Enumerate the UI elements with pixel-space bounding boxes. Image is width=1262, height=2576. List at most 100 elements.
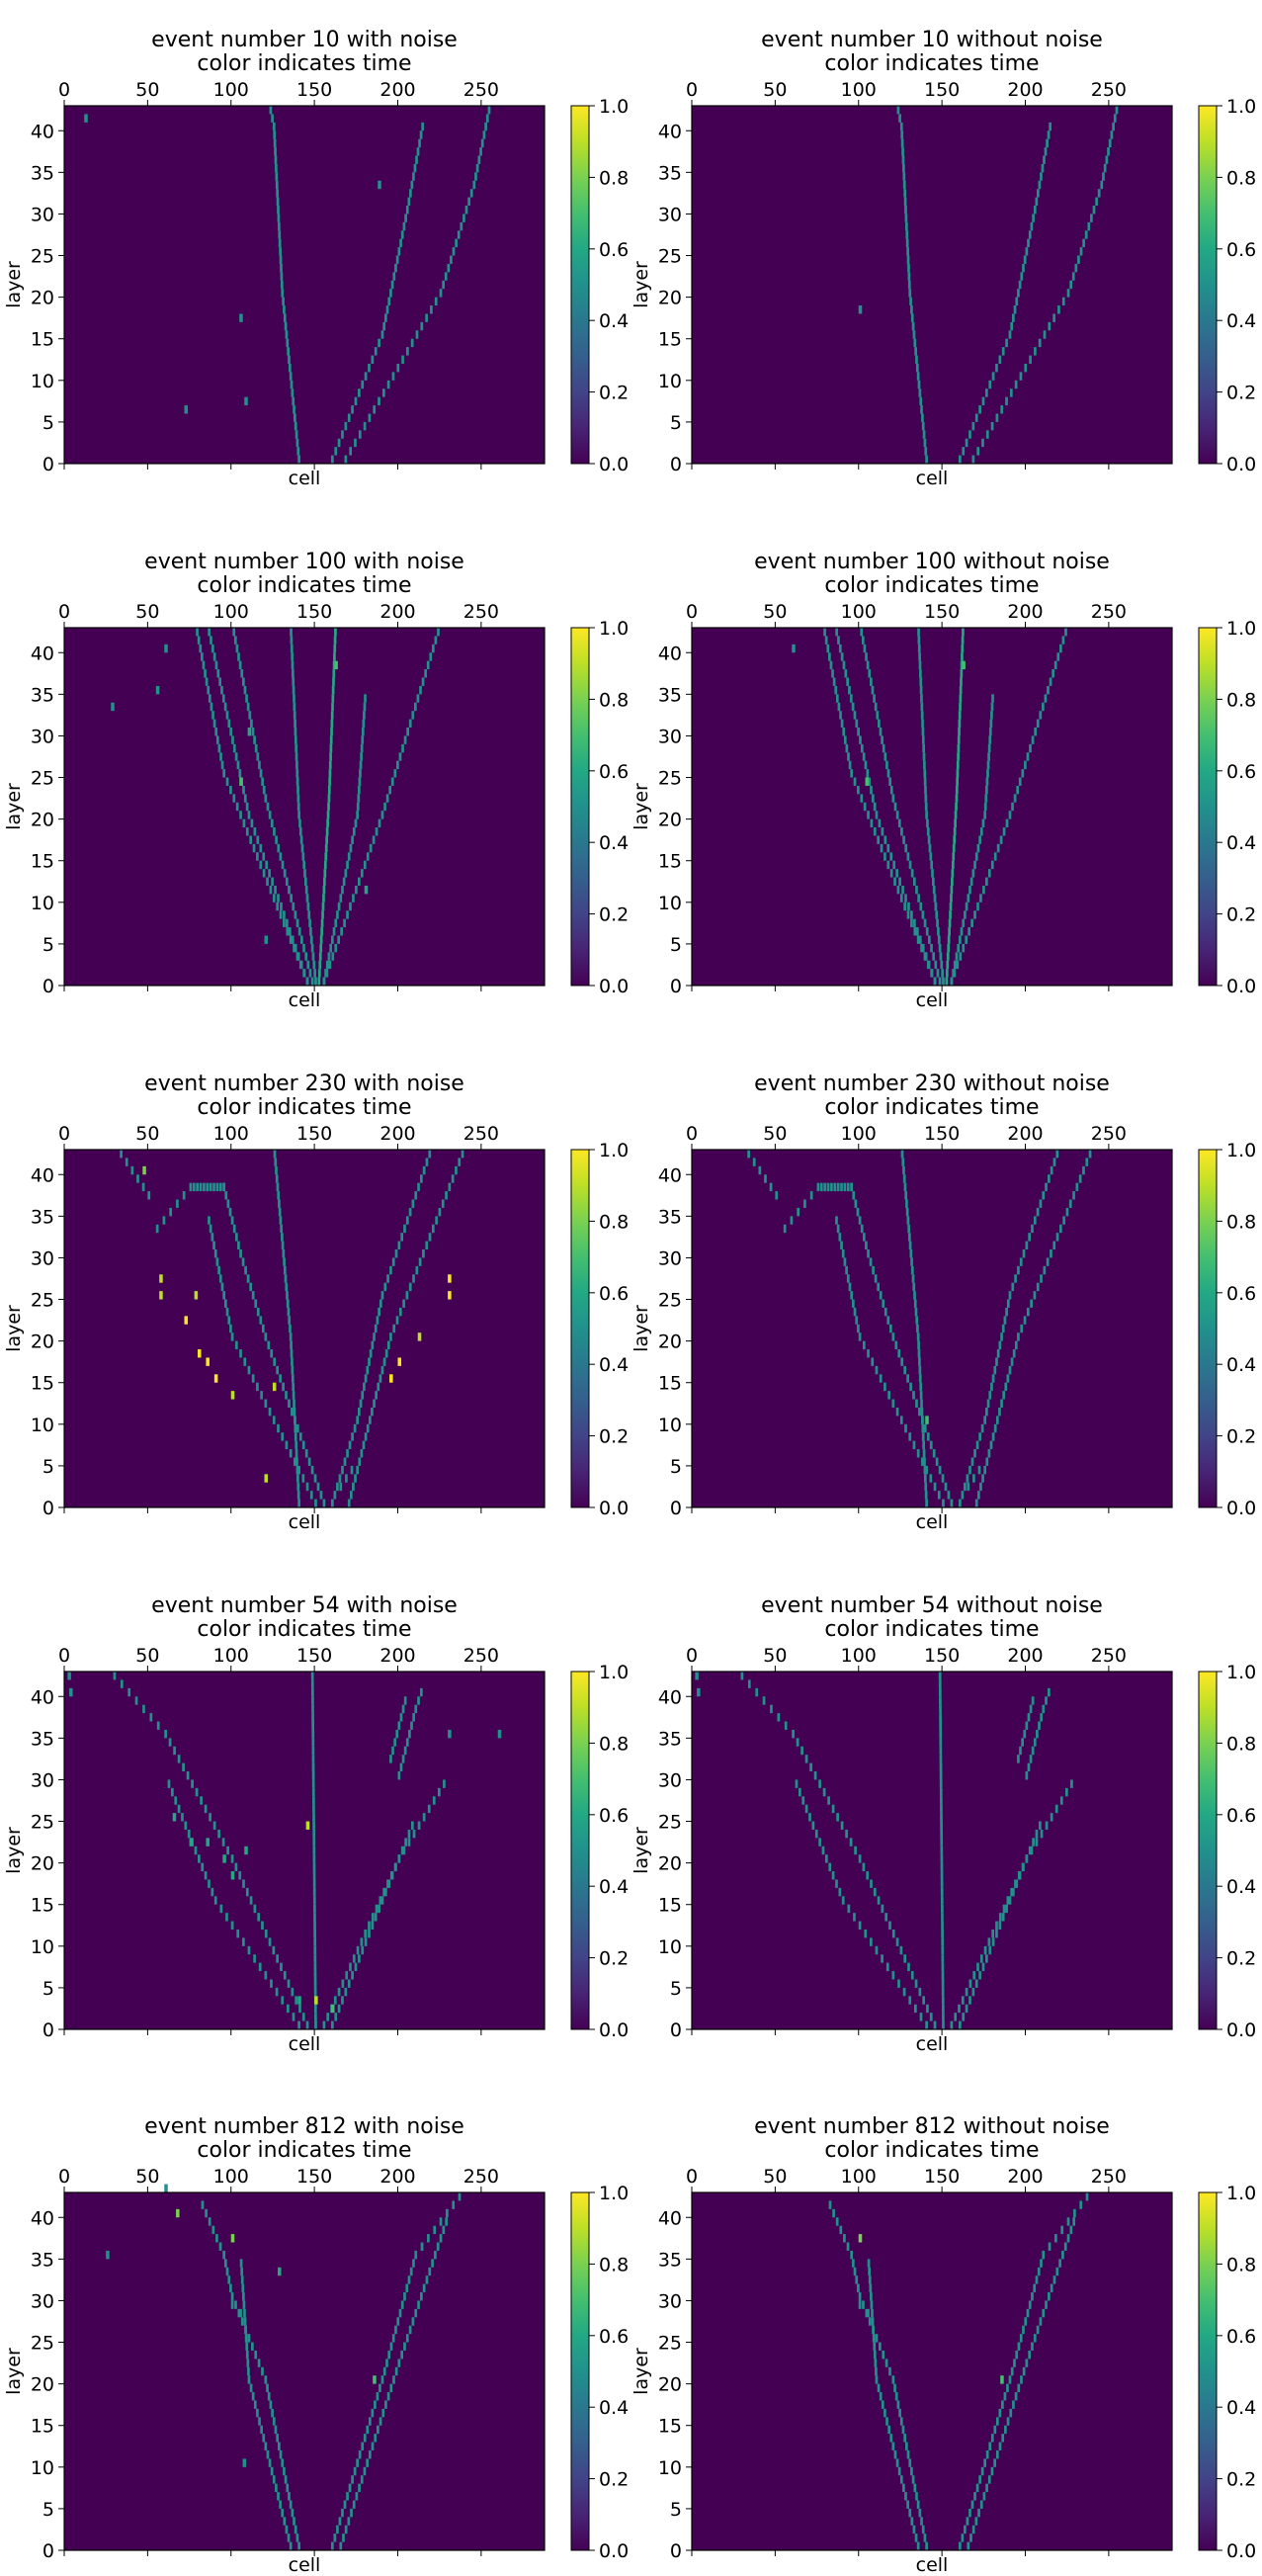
heatmap-cell (939, 1762, 943, 1772)
heatmap-cell (976, 1962, 979, 1972)
heatmap-cell (1115, 106, 1119, 115)
heatmap-cell (349, 1962, 352, 1972)
heatmap-cell (914, 347, 917, 356)
heatmap-cell (343, 2500, 347, 2509)
heatmap-cell (1082, 238, 1085, 248)
y-tick-label: 20 (31, 2374, 54, 2396)
heatmap-cell (314, 1499, 317, 1507)
heatmap-cell (282, 1249, 286, 1258)
heatmap-cell (951, 860, 955, 870)
heatmap-cell (857, 2283, 860, 2293)
heatmap-cell (380, 811, 384, 819)
heatmap-cell (1107, 147, 1110, 156)
heatmap-cell (1017, 2342, 1021, 2351)
heatmap-cell (998, 2442, 1002, 2450)
heatmap-cell (247, 1945, 251, 1955)
heatmap-cell (240, 2317, 244, 2326)
heatmap-cell (1088, 1150, 1092, 1159)
heatmap-cell (851, 702, 855, 712)
colorbar-tick-label: 0.6 (1226, 239, 1256, 261)
heatmap-cell (385, 305, 389, 314)
heatmap-cell (1008, 1291, 1012, 1300)
heatmap-cell (236, 760, 240, 770)
heatmap-cell (312, 1879, 316, 1888)
heatmap-cell (840, 652, 844, 661)
heatmap-cell (905, 1199, 908, 1208)
heatmap-cell (1095, 197, 1098, 207)
x-axis-label: cell (289, 2033, 321, 2055)
heatmap-cell (986, 769, 989, 778)
heatmap-cell (989, 1440, 993, 1450)
heatmap-cell (1049, 677, 1052, 686)
heatmap-background (692, 2192, 1172, 2550)
heatmap-cell (752, 1158, 756, 1166)
colorbar-tick-label: 1.0 (599, 96, 629, 118)
y-tick-label: 5 (42, 934, 54, 956)
heatmap-cell (896, 106, 900, 115)
heatmap-cell (257, 1913, 261, 1922)
heatmap-cell (352, 1954, 356, 1963)
heatmap-cell (929, 2013, 933, 2021)
heatmap-cell (264, 794, 268, 803)
heatmap-cell (242, 785, 245, 795)
heatmap-cell (957, 943, 961, 953)
heatmap-cell (281, 289, 285, 298)
heatmap-cell (230, 1871, 235, 1880)
heatmap-cell (261, 1324, 265, 1333)
heatmap-background (64, 1150, 545, 1507)
heatmap-cell (289, 372, 293, 381)
heatmap-cell (371, 1407, 374, 1417)
heatmap-cell (341, 1465, 344, 1475)
heatmap-cell (852, 2259, 855, 2268)
heatmap-cell (940, 1829, 944, 1839)
heatmap-cell (991, 372, 995, 381)
heatmap-cell (368, 1929, 371, 1938)
heatmap-cell (240, 669, 244, 678)
heatmap-cell (827, 1796, 830, 1805)
heatmap-cell (915, 2492, 918, 2501)
heatmap-cell (286, 1299, 290, 1308)
heatmap-cell (908, 2508, 912, 2518)
heatmap-cell (961, 1996, 965, 2005)
heatmap-cell (961, 1491, 965, 1500)
plot-frame (63, 1149, 546, 1508)
heatmap-cell (249, 2383, 253, 2393)
heatmap-cell (985, 2483, 988, 2493)
heatmap-cell (364, 694, 367, 703)
heatmap-cell (899, 1945, 903, 1955)
heatmap-cell (896, 2400, 900, 2409)
heatmap-cell (347, 1499, 351, 1507)
heatmap-cell (253, 735, 256, 744)
heatmap-cell (351, 1432, 354, 1441)
heatmap-cell (196, 1182, 200, 1192)
heatmap-cell (361, 735, 365, 744)
heatmap-cell (925, 2020, 928, 2029)
heatmap-cell (302, 860, 306, 870)
heatmap-cell (982, 2492, 986, 2501)
heatmap-cell (364, 1937, 368, 1946)
heatmap-cell (1041, 163, 1045, 173)
heatmap-cell (352, 1482, 355, 1492)
heatmap-cell (385, 2359, 388, 2367)
heatmap-cell (270, 1979, 273, 1988)
heatmap-cell (1105, 155, 1109, 164)
heatmap-cell (313, 1962, 317, 1972)
heatmap-cell (910, 1257, 913, 1266)
heatmap-cell (850, 769, 854, 778)
heatmap-cell (268, 2458, 272, 2467)
heatmap-cell (999, 835, 1003, 844)
heatmap-cell (281, 2508, 285, 2518)
heatmap-cell (874, 702, 878, 712)
heatmap-cell (247, 811, 251, 819)
heatmap-cell (272, 1382, 277, 1392)
heatmap-cell (1013, 305, 1017, 314)
heatmap-cell (850, 2250, 854, 2260)
x-tick-label: 250 (463, 601, 499, 623)
heatmap-cell (276, 2434, 280, 2443)
heatmap-cell (900, 1357, 904, 1366)
heatmap-cell (356, 2458, 360, 2467)
heatmap-cell (428, 1233, 432, 1242)
colorbar-tick-label: 0.2 (599, 1426, 629, 1448)
heatmap-cell (902, 163, 905, 173)
heatmap-cell (1036, 1282, 1040, 1292)
